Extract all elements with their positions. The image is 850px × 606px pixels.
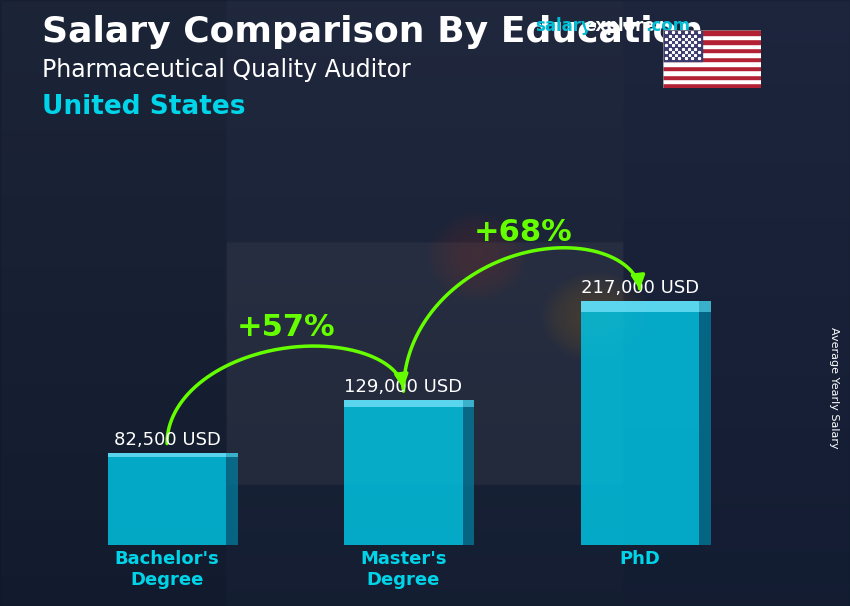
Bar [663,39,761,44]
Bar [699,301,711,545]
Text: United States: United States [42,94,246,120]
Bar [226,453,238,545]
Bar [226,453,238,457]
Bar [581,301,699,545]
Bar [663,48,761,53]
Bar [108,453,226,457]
Bar [663,61,761,65]
Bar [663,35,761,39]
Bar [663,30,761,35]
Text: 82,500 USD: 82,500 USD [114,431,220,448]
Bar [663,75,761,79]
Bar [663,53,761,57]
Bar [663,79,761,84]
Bar [344,400,462,545]
Text: .com: .com [645,17,690,35]
Bar [663,57,761,61]
Text: 217,000 USD: 217,000 USD [581,279,699,298]
Bar [344,400,462,407]
Bar [663,65,761,70]
Bar [699,301,711,312]
Bar [581,301,699,312]
Text: salary: salary [536,17,592,35]
Bar [663,70,761,75]
Text: +68%: +68% [473,218,572,247]
Text: Salary Comparison By Education: Salary Comparison By Education [42,15,704,49]
Text: 129,000 USD: 129,000 USD [344,378,462,396]
Bar [663,30,702,61]
Bar [462,400,474,407]
Bar [663,84,761,88]
Text: Pharmaceutical Quality Auditor: Pharmaceutical Quality Auditor [42,58,411,82]
Text: explorer: explorer [584,17,663,35]
Bar [663,44,761,48]
Bar [462,400,474,545]
Text: Average Yearly Salary: Average Yearly Salary [829,327,839,448]
Text: +57%: +57% [237,313,336,342]
Bar [108,453,226,545]
